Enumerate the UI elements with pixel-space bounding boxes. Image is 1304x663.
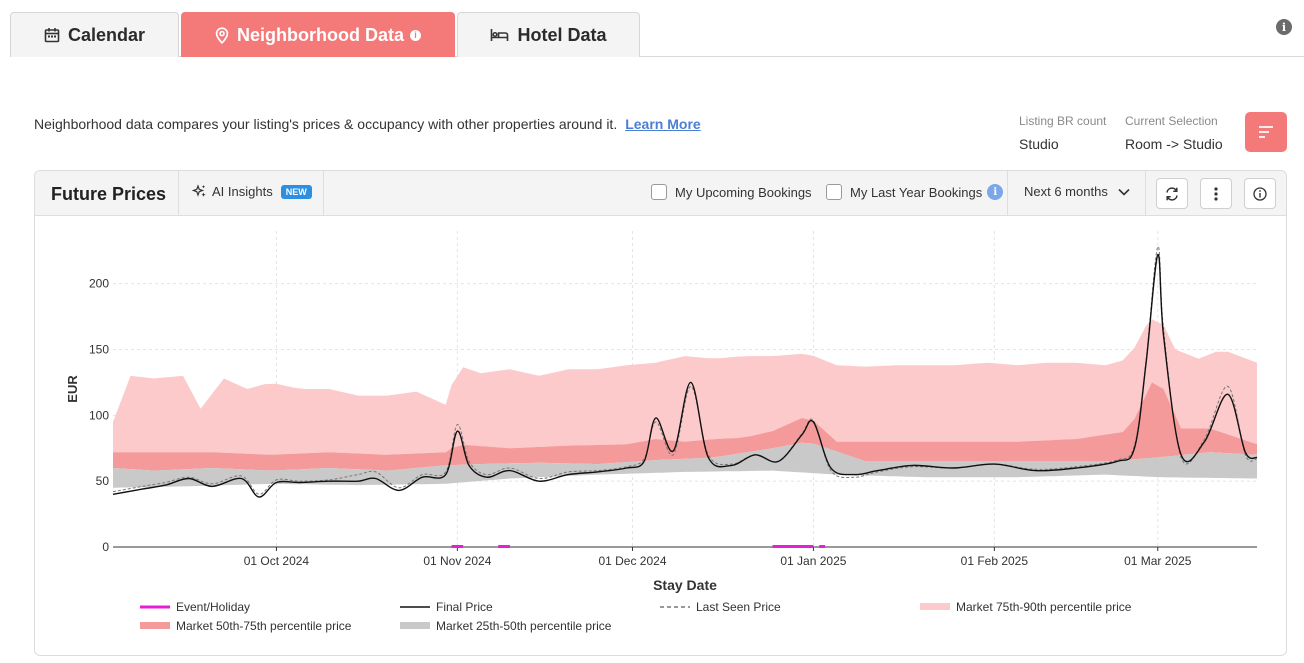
info-icon[interactable]: i	[987, 184, 1004, 200]
legend-swatch	[140, 622, 170, 629]
future-prices-chart: 0 50 100 150 200 01 Oct 2024 01 Nov 2024 01 Dec…	[65, 231, 1258, 633]
future-prices-card: 0 50 100 150 200 01 Oct 2024 01 Nov 2024 01 Dec…	[34, 170, 1287, 656]
current-selection: Current Selection Room -> Studio	[1125, 114, 1223, 152]
y-axis-label: EUR	[65, 375, 80, 403]
y-tick-label: 0	[102, 540, 109, 554]
ai-insights-button[interactable]: AI Insights NEW	[192, 184, 312, 199]
tab-neighborhood-label: Neighborhood Data	[237, 24, 404, 45]
band-25-50-area	[113, 442, 1257, 488]
info-icon[interactable]: i	[410, 29, 421, 41]
upcoming-bookings-checkbox[interactable]: My Upcoming Bookings	[651, 184, 812, 200]
x-tick-label: 01 Feb 2025	[961, 554, 1029, 568]
intro-description: Neighborhood data compares your listing'…	[34, 116, 618, 132]
learn-more-link[interactable]: Learn More	[625, 116, 701, 132]
legend-label: Final Price	[436, 600, 493, 614]
ai-insights-label: AI Insights	[212, 184, 273, 199]
refresh-button[interactable]	[1156, 178, 1188, 209]
current-selection-value: Room -> Studio	[1125, 136, 1223, 152]
tab-bar: Calendar Neighborhood Data i Hotel Data	[10, 12, 642, 57]
refresh-icon	[1166, 186, 1178, 201]
x-axis-label: Stay Date	[653, 577, 717, 593]
legend-label: Event/Holiday	[176, 600, 250, 614]
upcoming-bookings-label: My Upcoming Bookings	[675, 184, 812, 200]
tab-calendar[interactable]: Calendar	[10, 12, 179, 57]
sparkles-icon	[192, 184, 206, 197]
filter-lines-icon	[1259, 126, 1273, 138]
header-divider	[178, 171, 179, 216]
header-divider	[323, 171, 324, 216]
listing-br-count-value: Studio	[1019, 136, 1059, 152]
tab-hotel-data[interactable]: Hotel Data	[457, 12, 640, 57]
event-marker	[451, 545, 464, 548]
tab-neighborhood-data[interactable]: Neighborhood Data i	[181, 12, 455, 57]
x-tick-label: 01 Mar 2025	[1124, 554, 1192, 568]
date-range-select[interactable]: Next 6 months	[1024, 184, 1130, 199]
more-options-button[interactable]	[1200, 178, 1232, 209]
final-price-line	[112, 253, 1258, 498]
listing-br-count: Listing BR count Studio	[1019, 114, 1106, 152]
legend-label: Market 50th-75th percentile price	[176, 619, 352, 633]
y-tick-label: 150	[89, 343, 109, 357]
tab-calendar-label: Calendar	[67, 24, 146, 45]
last-year-bookings-label: My Last Year Bookings	[850, 184, 983, 200]
header-divider	[1007, 171, 1008, 216]
band-75-90-area	[113, 319, 1257, 455]
y-tick-label: 50	[96, 474, 110, 488]
header-divider	[1145, 171, 1146, 216]
listing-br-count-label: Listing BR count	[1019, 114, 1107, 128]
x-tick-label: 01 Dec 2024	[598, 554, 666, 568]
x-tick-label: 01 Nov 2024	[423, 554, 491, 568]
tab-underline	[10, 56, 1304, 57]
chevron-down-icon	[1118, 188, 1130, 196]
band-50-75-area	[113, 382, 1257, 471]
filter-button[interactable]	[1245, 112, 1287, 152]
legend-label: Last Seen Price	[696, 600, 781, 614]
new-badge: NEW	[280, 184, 312, 199]
card-title: Future Prices	[51, 184, 167, 204]
y-tick-label: 200	[89, 277, 109, 291]
checkbox-box[interactable]	[651, 184, 667, 200]
legend-label: Market 75th-90th percentile price	[956, 600, 1132, 614]
bed-icon	[491, 29, 509, 41]
last-year-bookings-checkbox[interactable]: My Last Year Bookings i	[826, 184, 1004, 200]
event-marker	[498, 545, 510, 548]
current-selection-label: Current Selection	[1125, 114, 1218, 128]
calendar-icon	[44, 28, 60, 43]
event-marker	[819, 545, 826, 548]
location-pin-icon	[215, 26, 229, 44]
y-tick-label: 100	[89, 408, 109, 422]
help-info-icon[interactable]: i	[1276, 19, 1292, 35]
legend-swatch	[400, 622, 430, 629]
card-header: Future Prices AI Insights NEW My Upcomin…	[35, 171, 1286, 216]
info-circle-icon	[1253, 186, 1267, 201]
intro-text: Neighborhood data compares your listing'…	[34, 116, 701, 132]
legend-label: Market 25th-50th percentile price	[436, 619, 612, 633]
more-vertical-icon	[1214, 186, 1218, 201]
chart-info-button[interactable]	[1244, 178, 1276, 209]
x-tick-label: 01 Jan 2025	[780, 554, 846, 568]
x-tick-label: 01 Oct 2024	[244, 554, 310, 568]
checkbox-box[interactable]	[826, 184, 842, 200]
legend-swatch	[920, 603, 950, 610]
event-marker	[772, 545, 814, 548]
date-range-value: Next 6 months	[1024, 184, 1108, 199]
tab-hotel-label: Hotel Data	[517, 24, 607, 45]
